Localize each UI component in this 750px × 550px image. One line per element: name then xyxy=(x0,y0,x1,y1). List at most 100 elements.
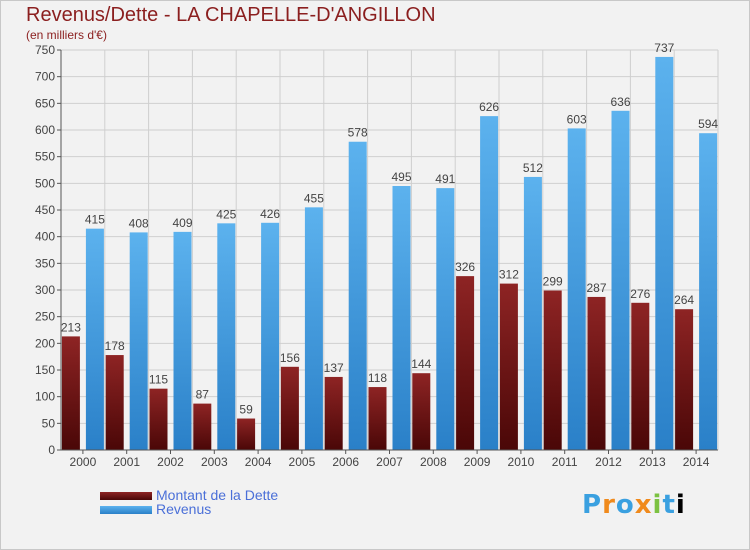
data-label-debt: 312 xyxy=(499,268,519,282)
x-tick-label: 2009 xyxy=(464,455,491,469)
bar-revenus xyxy=(304,207,323,450)
bar-revenus xyxy=(129,232,148,450)
data-label-debt: 144 xyxy=(411,357,431,371)
bar-revenus xyxy=(173,231,192,450)
bar-revenus xyxy=(523,176,542,450)
data-label-debt: 115 xyxy=(149,373,168,387)
data-label-debt: 213 xyxy=(61,320,81,334)
bar-debt xyxy=(324,376,343,450)
y-tick-label: 100 xyxy=(35,390,55,404)
data-label-revenus: 408 xyxy=(129,216,149,230)
legend-swatch-revenus xyxy=(100,506,152,514)
x-tick-label: 2012 xyxy=(595,455,622,469)
bar-debt xyxy=(587,296,606,450)
data-label-debt: 326 xyxy=(455,260,475,274)
bar-revenus xyxy=(611,110,630,451)
data-label-revenus: 578 xyxy=(348,126,368,140)
bar-debt xyxy=(105,355,124,450)
bar-debt xyxy=(61,336,80,450)
data-label-revenus: 455 xyxy=(304,191,324,205)
data-label-revenus: 594 xyxy=(698,117,718,131)
data-label-revenus: 415 xyxy=(85,213,105,227)
x-tick-label: 2004 xyxy=(245,455,272,469)
data-label-revenus: 495 xyxy=(391,170,411,184)
data-label-debt: 118 xyxy=(368,371,387,385)
y-tick-label: 650 xyxy=(35,96,55,110)
bar-revenus xyxy=(699,133,718,450)
bar-revenus xyxy=(480,116,499,450)
data-label-debt: 264 xyxy=(674,293,694,307)
bar-revenus xyxy=(655,56,674,450)
chart-title: Revenus/Dette - LA CHAPELLE-D'ANGILLON xyxy=(26,4,436,26)
x-tick-label: 2003 xyxy=(201,455,228,469)
data-label-revenus: 626 xyxy=(479,100,499,114)
y-tick-label: 0 xyxy=(48,443,55,457)
y-tick-label: 450 xyxy=(35,203,55,217)
legend-label-debt: Montant de la Dette xyxy=(156,487,279,503)
bar-debt xyxy=(499,283,518,450)
proxiti-logo: Proxiti xyxy=(582,490,686,520)
y-tick-label: 400 xyxy=(35,230,55,244)
bar-debt xyxy=(368,387,387,450)
data-label-debt: 156 xyxy=(280,351,300,365)
data-label-revenus: 512 xyxy=(523,161,543,175)
data-label-debt: 287 xyxy=(586,281,606,295)
y-tick-label: 500 xyxy=(35,176,55,190)
plot-area xyxy=(61,50,718,450)
y-tick-label: 300 xyxy=(35,283,55,297)
data-label-debt: 59 xyxy=(239,403,253,417)
y-tick-label: 350 xyxy=(35,256,55,270)
data-label-revenus: 409 xyxy=(172,216,192,230)
data-label-revenus: 426 xyxy=(260,207,280,221)
y-tick-label: 50 xyxy=(42,416,56,430)
chart-subtitle: (en milliers d'€) xyxy=(26,28,107,42)
x-tick-label: 2013 xyxy=(639,455,666,469)
legend-label-revenus: Revenus xyxy=(156,501,212,517)
bar-revenus xyxy=(217,223,236,450)
bar-revenus xyxy=(348,141,367,450)
bar-revenus xyxy=(567,128,586,450)
bar-debt xyxy=(456,276,475,450)
bar-debt xyxy=(280,366,299,450)
bar-revenus xyxy=(436,188,455,450)
data-label-revenus: 491 xyxy=(435,172,455,186)
bar-revenus xyxy=(261,222,280,450)
data-label-debt: 178 xyxy=(105,339,125,353)
x-tick-label: 2007 xyxy=(376,455,403,469)
x-tick-label: 2005 xyxy=(289,455,316,469)
data-label-revenus: 603 xyxy=(567,112,587,126)
bar-debt xyxy=(675,309,694,450)
bar-debt xyxy=(149,388,168,450)
bar-revenus xyxy=(392,186,411,450)
y-tick-label: 250 xyxy=(35,310,55,324)
bar-debt xyxy=(543,290,562,450)
x-tick-label: 2010 xyxy=(508,455,535,469)
bar-debt xyxy=(631,302,650,450)
y-tick-label: 150 xyxy=(35,363,55,377)
data-label-debt: 276 xyxy=(630,287,650,301)
y-tick-label: 600 xyxy=(35,123,55,137)
x-tick-label: 2011 xyxy=(552,455,578,469)
y-tick-label: 200 xyxy=(35,336,55,350)
x-tick-label: 2008 xyxy=(420,455,447,469)
x-tick-label: 2000 xyxy=(70,455,97,469)
y-tick-label: 550 xyxy=(35,150,55,164)
bar-debt xyxy=(237,418,256,450)
bar-revenus xyxy=(85,228,104,450)
data-label-debt: 87 xyxy=(196,388,210,402)
data-label-revenus: 425 xyxy=(216,207,236,221)
legend-swatch-debt xyxy=(100,492,152,500)
x-tick-label: 2006 xyxy=(332,455,359,469)
data-label-debt: 299 xyxy=(543,275,563,289)
data-label-revenus: 737 xyxy=(654,41,674,55)
y-tick-label: 700 xyxy=(35,70,55,84)
x-tick-label: 2001 xyxy=(113,455,140,469)
y-tick-label: 750 xyxy=(35,43,55,57)
x-tick-label: 2014 xyxy=(683,455,710,469)
bar-debt xyxy=(412,373,431,450)
data-label-revenus: 636 xyxy=(610,95,630,109)
x-tick-label: 2002 xyxy=(157,455,184,469)
data-label-debt: 137 xyxy=(324,361,344,375)
bar-debt xyxy=(193,403,212,450)
